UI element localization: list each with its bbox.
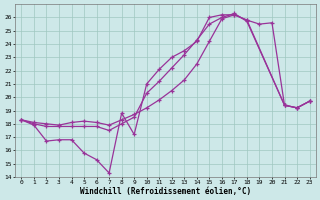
X-axis label: Windchill (Refroidissement éolien,°C): Windchill (Refroidissement éolien,°C) xyxy=(80,187,251,196)
